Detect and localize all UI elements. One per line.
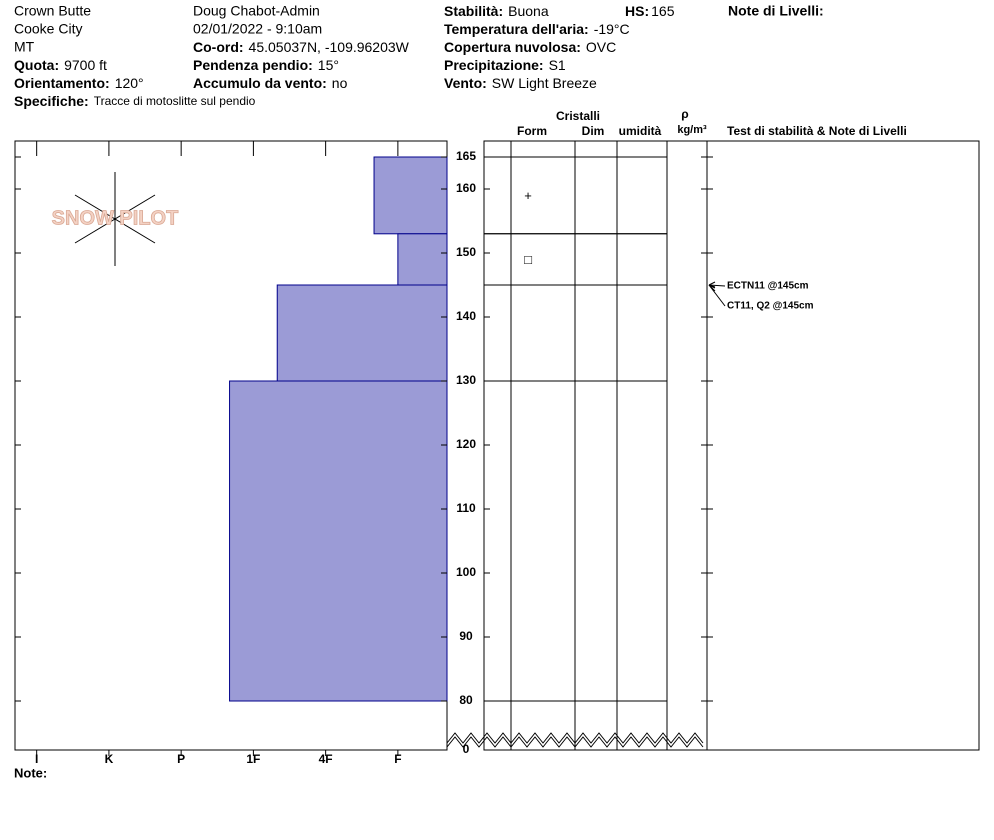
header-text: MT [14,39,35,55]
field-label: Orientamento: [14,75,110,91]
stability-test: ECTN11 @145cm [727,281,809,292]
column-header: Dim [582,124,605,138]
header-field: Quota: 9700 ft [14,57,107,73]
field-value: OVC [586,39,616,55]
column-header: Form [517,124,547,138]
header-field: Co-ord: 45.05037N, -109.96203W [193,39,410,55]
column-header: ρ [681,107,688,121]
header-field: Copertura nuvolosa: OVC [444,39,616,55]
header-field: Accumulo da vento: no [193,75,348,91]
y-tick-label: 150 [456,245,476,259]
x-tick-label: K [105,752,114,766]
field-label: Temperatura dell'aria: [444,21,589,37]
header-text: Crown Butte [14,3,91,19]
field-value: 9700 ft [64,57,107,73]
x-tick-label: F [394,752,401,766]
axis-break [446,736,704,748]
y-tick-label: 80 [459,693,473,707]
grain-form: □ [524,252,532,267]
field-value: S1 [549,57,566,73]
x-tick-label: I [35,752,38,766]
field-value: no [332,75,348,91]
arrow-head [708,284,716,292]
header-field: Pendenza pendio: 15° [193,57,339,73]
test-arrow [708,284,726,307]
column-header: umidità [619,124,662,138]
header-field: Temperatura dell'aria: -19°C [444,21,630,37]
y-tick-label: 120 [456,437,476,451]
header-field: Orientamento: 120° [14,75,144,91]
field-value: Buona [508,3,549,19]
test-arrow [708,284,726,287]
field-value: 165 [651,3,675,19]
field-label: Copertura nuvolosa: [444,39,581,55]
y-tick-label: 110 [456,501,476,515]
field-label: Vento: [444,75,487,91]
snowflake [74,172,156,266]
y-tick-label: 130 [456,373,476,387]
note-label: Note: [14,765,47,780]
column-header: Test di stabilità & Note di Livelli [727,124,907,138]
header-text: Cooke City [14,21,82,37]
hardness-bar [397,233,448,286]
column-header: Cristalli [556,109,600,123]
field-value: SW Light Breeze [492,75,597,91]
y-tick-label: 160 [456,181,476,195]
y-tick-label: 100 [456,565,476,579]
field-value: 15° [318,57,339,73]
field-label: Accumulo da vento: [193,75,327,91]
header-field: Specifiche: Tracce di motoslitte sul pend… [14,93,256,109]
header-field: Vento: SW Light Breeze [444,75,597,91]
field-label: Precipitazione: [444,57,544,73]
y-tick-label: 165 [456,149,476,163]
field-value: -19°C [594,21,630,37]
layers-frame [483,140,980,751]
y-tick-label: 90 [459,629,473,643]
x-tick-label: 1F [246,752,260,766]
hardness-bar [229,380,448,702]
hardness-bar [373,156,448,235]
field-label: Pendenza pendio: [193,57,313,73]
logo: SNOW PILOT [52,207,179,229]
field-value: 120° [115,75,144,91]
field-label: Co-ord: [193,39,244,55]
column-header: kg/m³ [677,124,707,136]
field-label: Specifiche: [14,93,89,109]
header-text: 02/01/2022 - 9:10am [193,21,322,37]
field-value: 45.05037N, -109.96203W [249,39,410,55]
field-label: HS: [625,3,649,19]
y-tick-label: 0 [463,742,470,756]
y-tick-label: 140 [456,309,476,323]
field-value: Tracce di motoslitte sul pendio [94,94,256,108]
header-text: Doug Chabot-Admin [193,3,320,19]
x-tick-label: 4F [319,752,333,766]
header-field: Precipitazione: S1 [444,57,566,73]
axis-break [446,732,704,744]
field-label: Quota: [14,57,59,73]
notes-title: Note di Livelli: [728,3,824,19]
header-field: Stabilità: Buona [444,3,549,19]
hardness-bar [276,284,448,382]
stability-test: CT11, Q2 @145cm [727,301,814,312]
field-label: Stabilità: [444,3,503,19]
grain-form: + [524,188,532,203]
x-tick-label: P [177,752,185,766]
header-field: HS: 165 [625,3,675,19]
